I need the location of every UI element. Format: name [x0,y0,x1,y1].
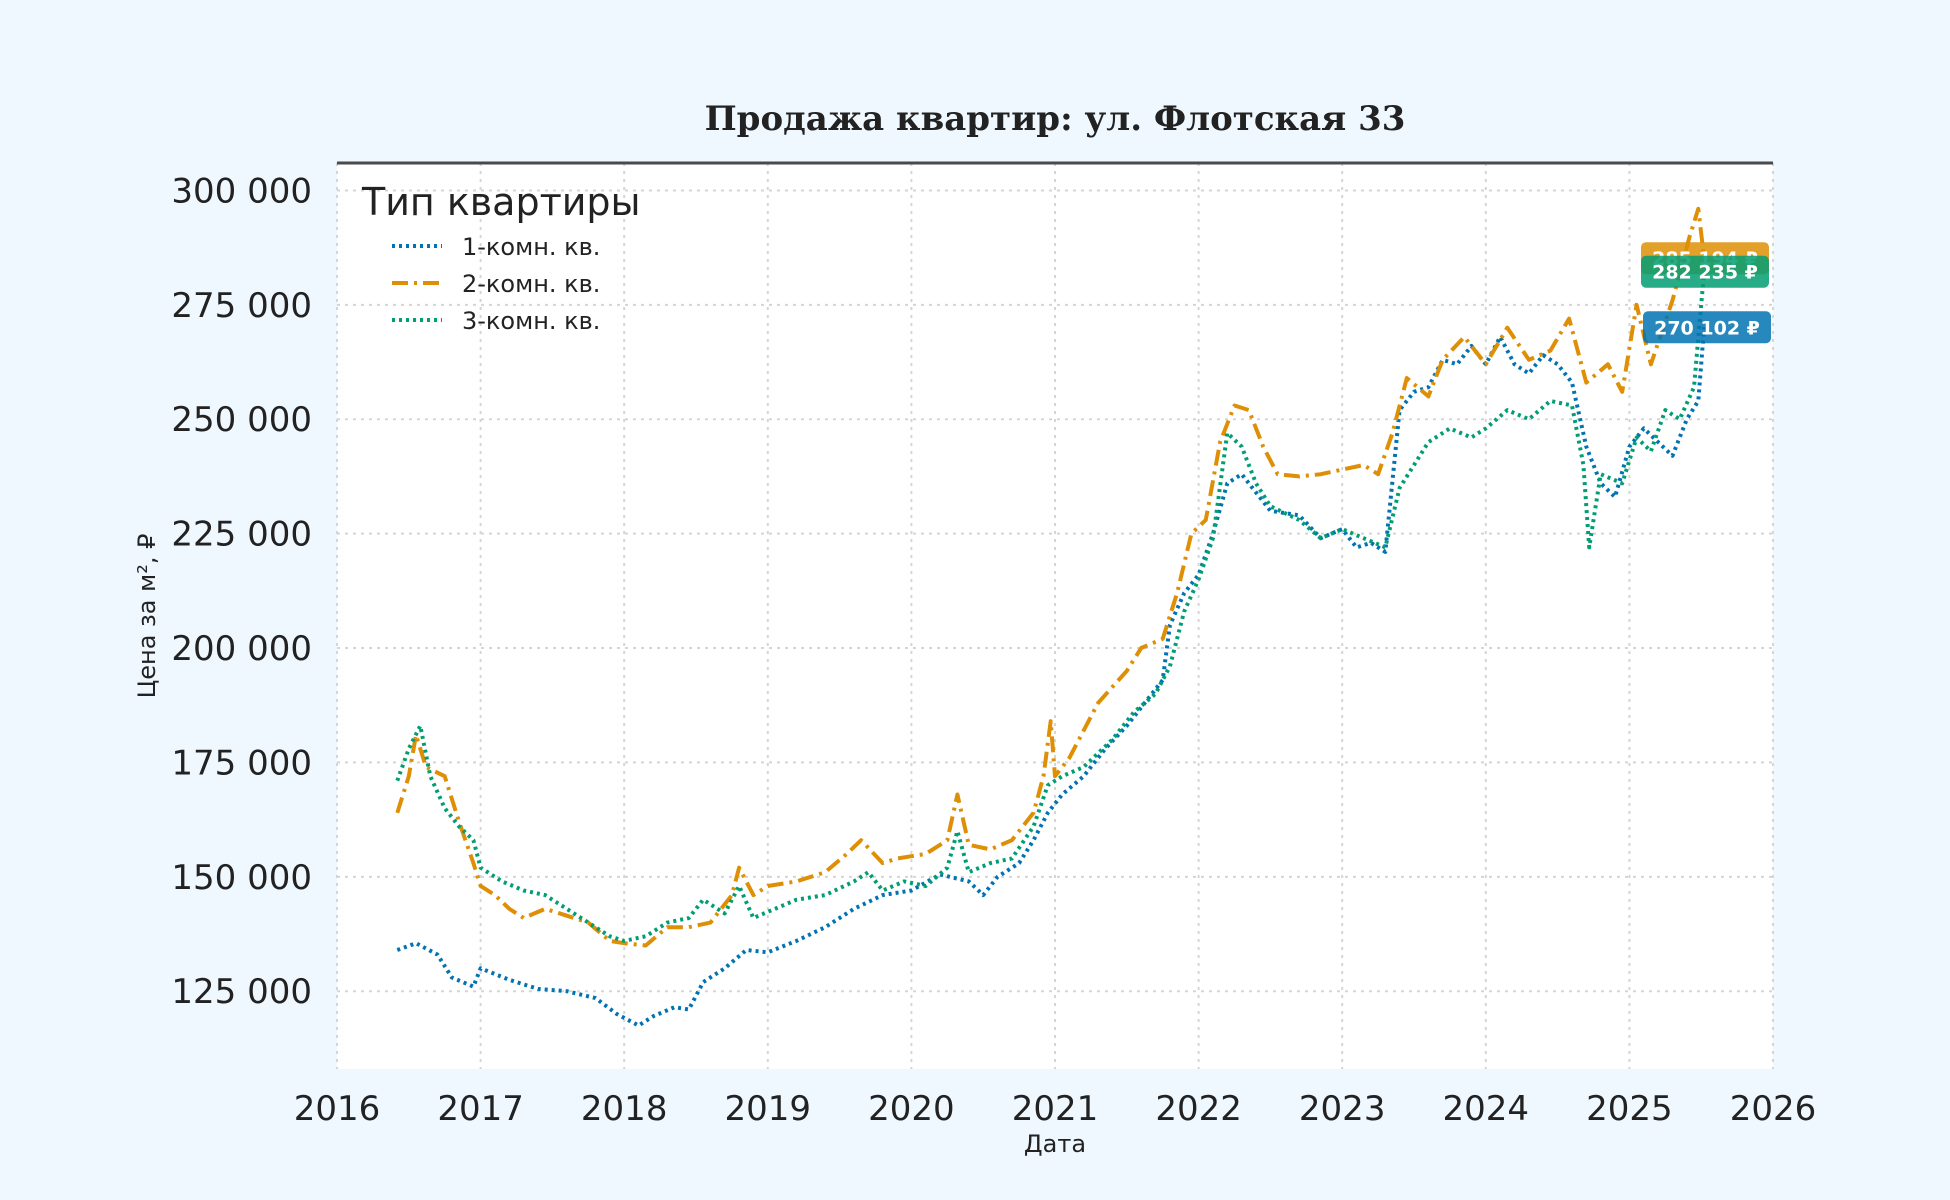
x-tick-label: 2019 [725,1089,812,1129]
x-tick-label: 2022 [1155,1089,1242,1129]
legend: Тип квартиры 1-комн. кв. 2-комн. кв. 3-ком… [361,180,641,335]
y-tick-label: 275 000 [171,286,312,326]
series-lines [395,206,1707,1028]
end-label-text: 270 102 ₽ [1654,317,1760,339]
y-tick-label: 300 000 [171,171,312,211]
x-tick-label: 2023 [1299,1089,1386,1129]
y-tick-label: 175 000 [171,743,312,783]
y-tick-label: 150 000 [171,858,312,898]
y-tick-label: 200 000 [171,629,312,669]
x-tick-label: 2020 [868,1089,955,1129]
end-label-1: 270 102 ₽ [1643,311,1771,344]
end-labels: 270 102 ₽285 194 ₽282 235 ₽ [1641,242,1771,344]
series-line-1 [396,327,1707,1028]
x-tick-label: 2024 [1443,1089,1530,1129]
x-axis-label: Дата [1024,1130,1086,1158]
end-label-3: 282 235 ₽ [1641,255,1769,288]
x-tick-label: 2017 [437,1089,524,1129]
legend-title: Тип квартиры [361,180,641,224]
series-line-2 [395,206,1707,948]
x-axis-ticks: 2016 2017 2018 2019 2020 2021 2022 2023 2024 2025… [294,1089,1817,1129]
y-tick-label: 125 000 [171,972,312,1012]
end-label-box [1641,255,1769,288]
end-label-box [1643,311,1771,344]
y-tick-label: 250 000 [171,400,312,440]
legend-entry-1: 1-комн. кв. [462,233,600,261]
y-tick-label: 225 000 [171,515,312,555]
legend-entry-3: 3-комн. кв. [462,307,600,335]
legend-entry-2: 2-комн. кв. [462,270,600,298]
x-tick-label: 2021 [1012,1089,1099,1129]
x-tick-label: 2018 [581,1089,668,1129]
y-axis-label: Цена за м², ₽ [133,534,161,699]
y-axis-ticks: 125 000 150 000 175 000 200 000 225 000 250 0… [171,171,312,1012]
x-tick-label: 2026 [1730,1089,1817,1129]
x-tick-label: 2025 [1586,1089,1673,1129]
grid [336,163,1774,1069]
x-tick-label: 2016 [294,1089,381,1129]
chart-title: Продажа квартир: ул. Флотская 33 [705,99,1406,139]
end-label-text: 282 235 ₽ [1652,262,1758,284]
